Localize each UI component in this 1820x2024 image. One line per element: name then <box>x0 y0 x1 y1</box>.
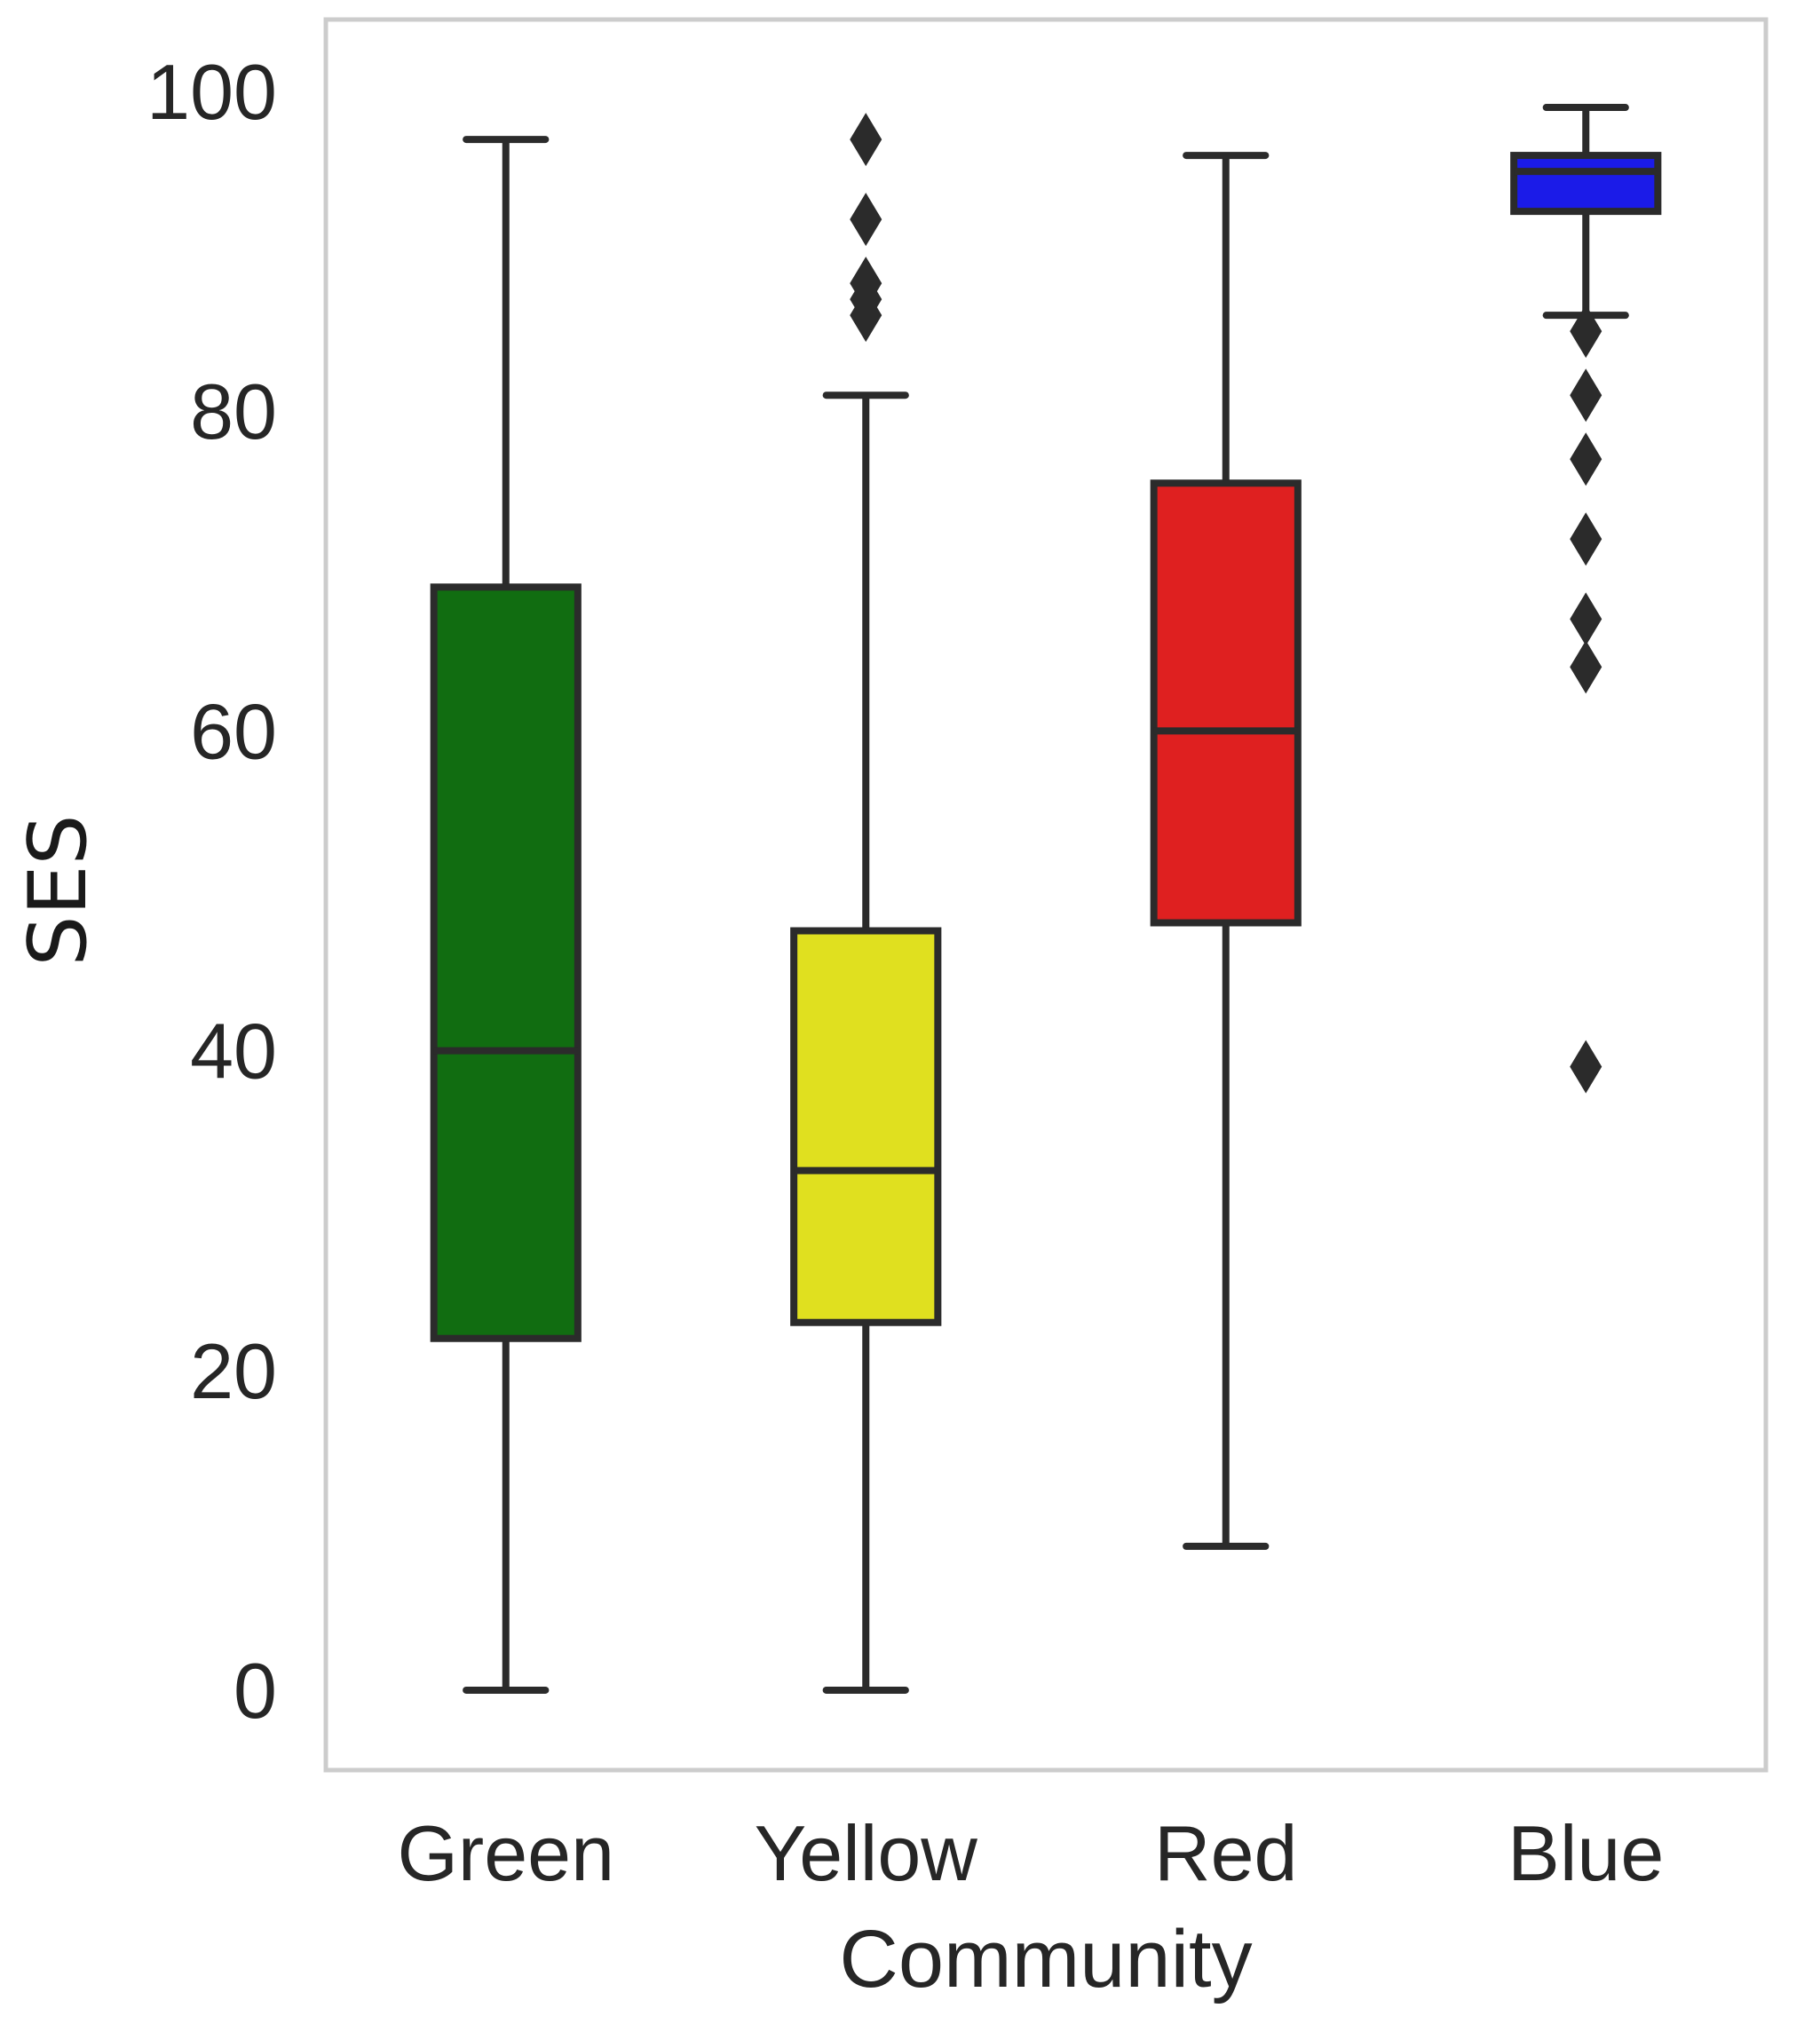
y-tick-label: 0 <box>233 1647 277 1735</box>
outlier-point <box>1570 1040 1602 1094</box>
iqr-box <box>1510 152 1662 216</box>
outlier-point <box>850 289 882 343</box>
iqr-box <box>1150 479 1302 927</box>
outlier-point <box>850 113 882 167</box>
box-yellow <box>790 113 942 1694</box>
x-tick-label: Blue <box>1507 1809 1664 1897</box>
x-axis-title: Community <box>839 1914 1252 2004</box>
outlier-point <box>1570 512 1602 566</box>
y-tick-labels: 0 20 40 60 80 100 <box>146 48 277 1735</box>
plot-frame <box>323 17 1769 1773</box>
y-tick-label: 20 <box>190 1327 277 1415</box>
box-blue <box>1510 104 1662 1094</box>
x-tick-label: Yellow <box>755 1809 978 1897</box>
y-tick-label: 80 <box>190 368 277 455</box>
outlier-point <box>1570 640 1602 694</box>
iqr-box <box>430 583 582 1342</box>
box-red <box>1150 152 1302 1550</box>
box-series <box>430 104 1662 1694</box>
y-tick-label: 60 <box>190 687 277 775</box>
outlier-point <box>1570 592 1602 646</box>
box-green <box>430 136 582 1694</box>
iqr-box <box>790 927 942 1326</box>
outlier-point <box>850 193 882 247</box>
y-axis-title: SES <box>12 814 105 966</box>
y-tick-label: 40 <box>190 1008 277 1095</box>
outlier-point <box>1570 432 1602 486</box>
x-tick-label: Green <box>397 1809 614 1897</box>
y-tick-label: 100 <box>146 48 277 136</box>
outlier-point <box>1570 304 1602 359</box>
x-tick-label: Red <box>1154 1809 1297 1897</box>
x-tick-labels: Green Yellow Red Blue <box>397 1809 1664 1897</box>
outlier-point <box>1570 368 1602 423</box>
